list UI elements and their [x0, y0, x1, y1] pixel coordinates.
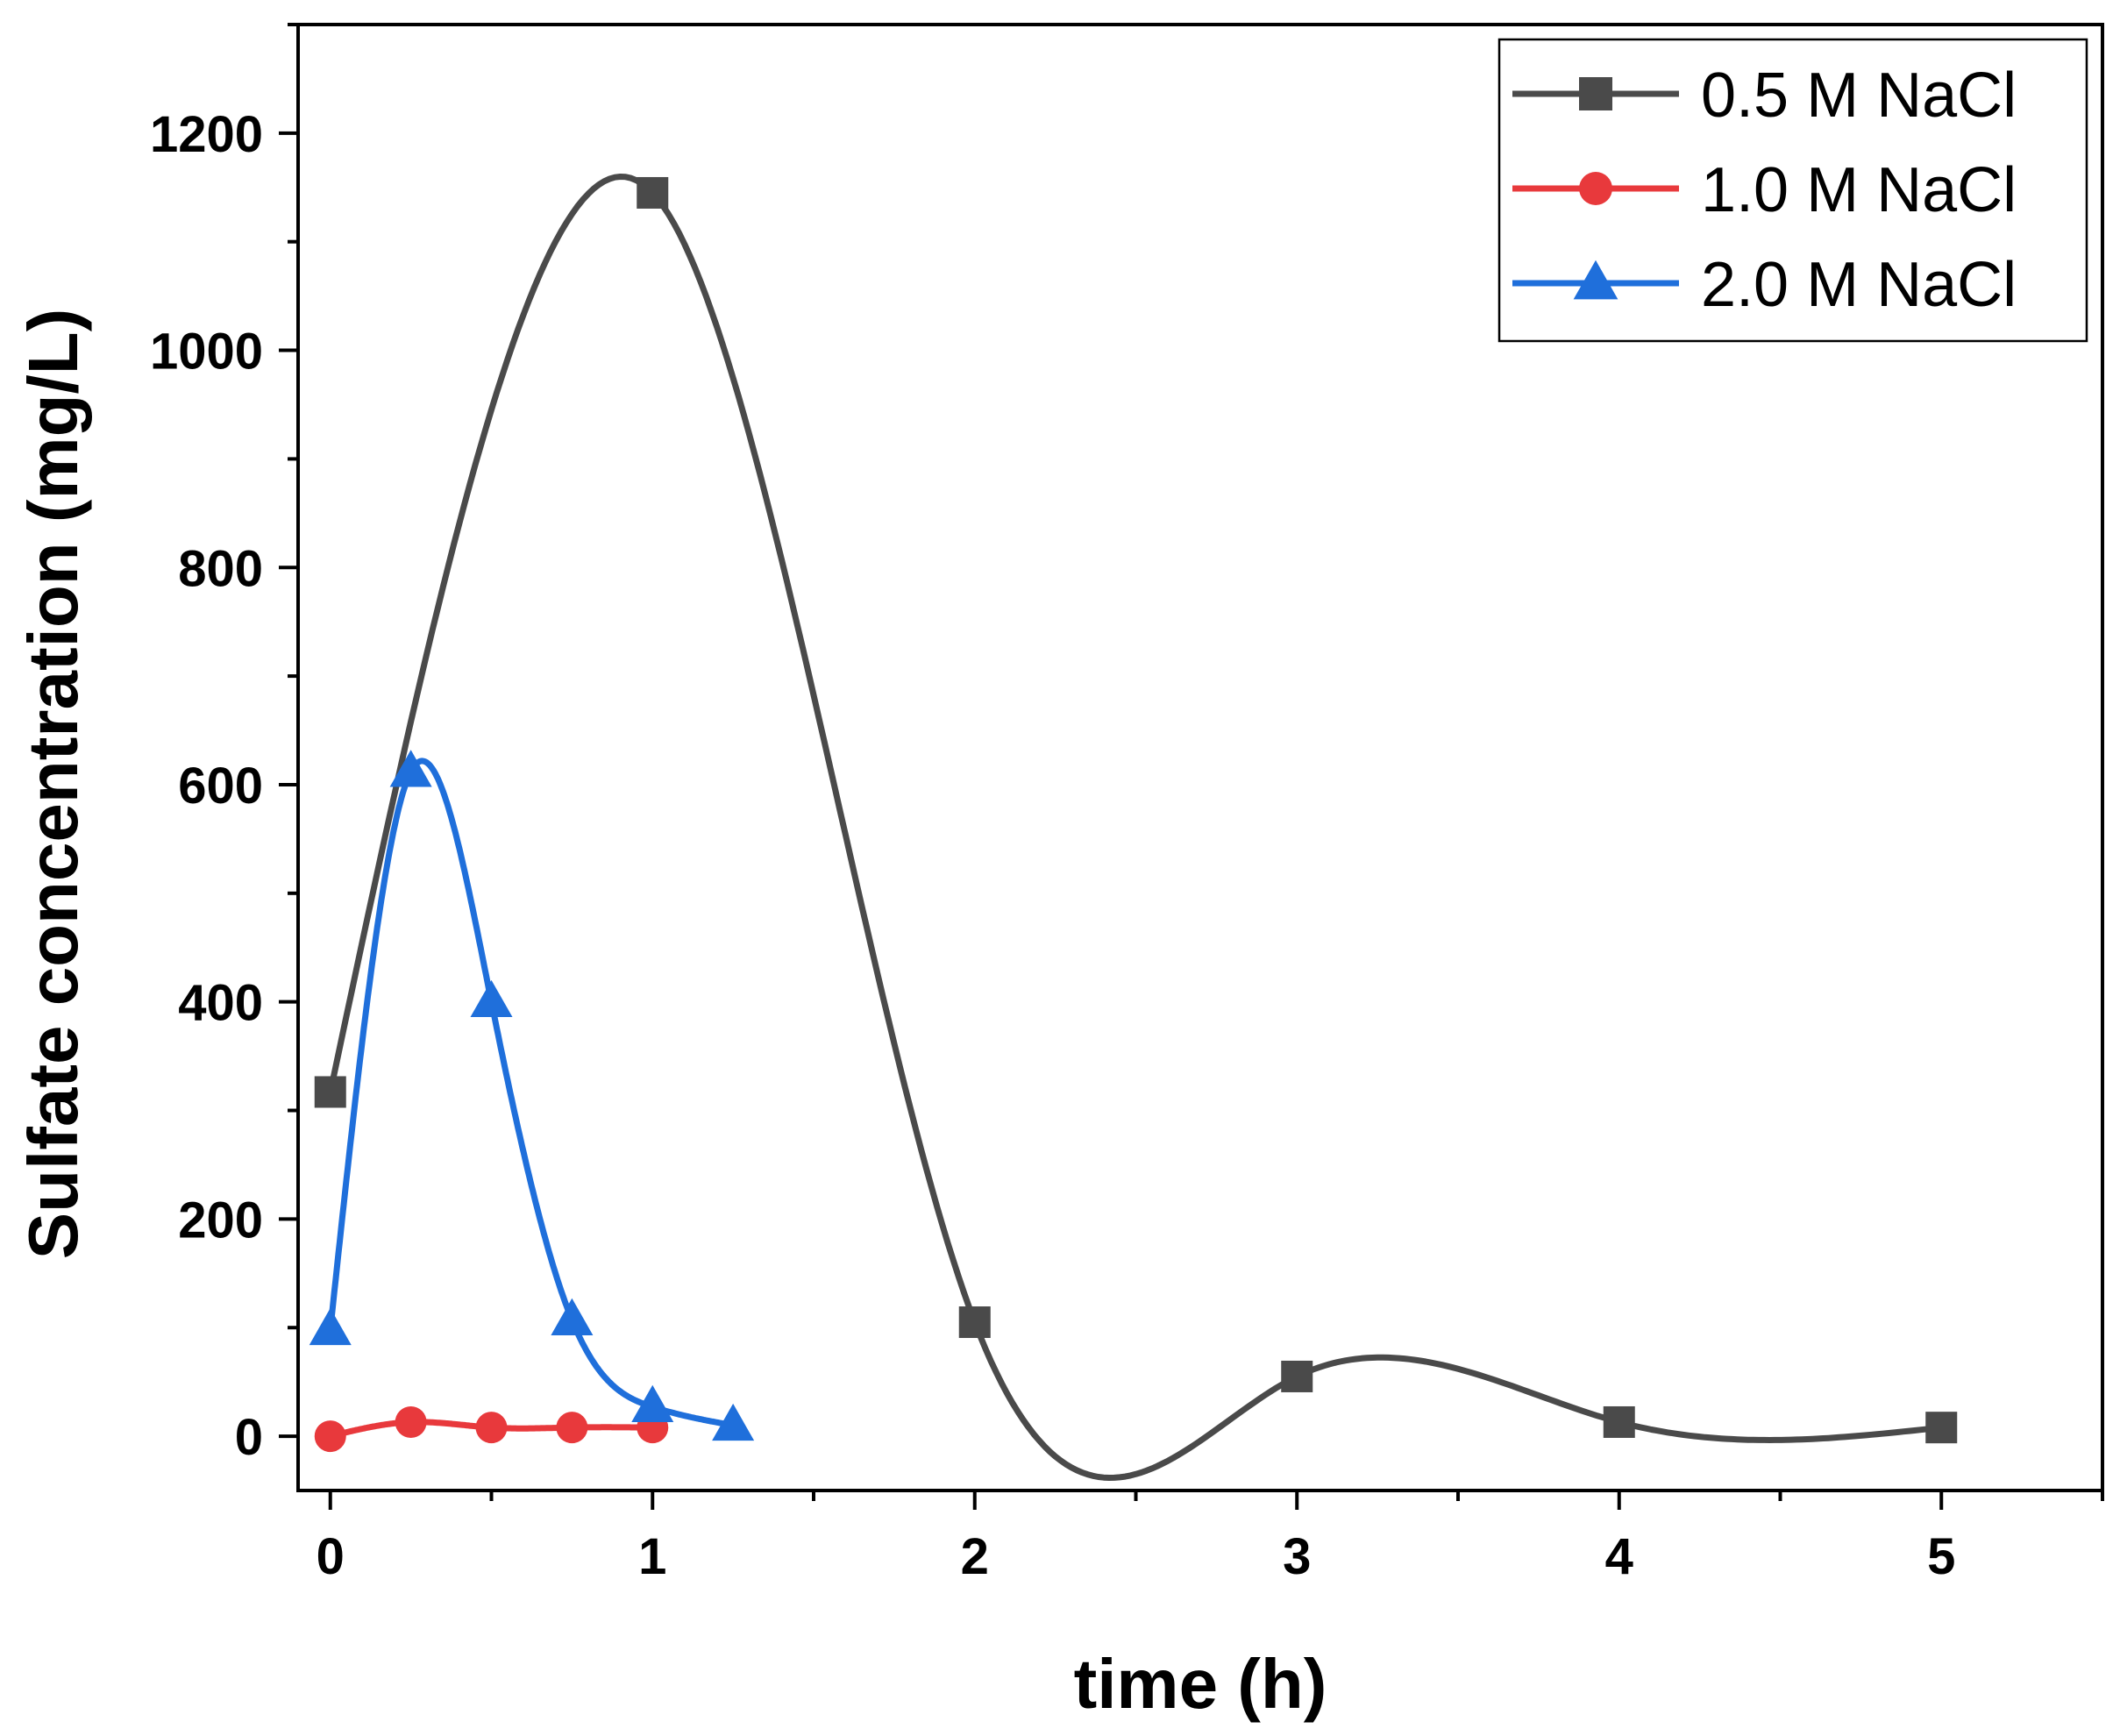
x-tick-label: 1: [638, 1528, 666, 1585]
data-point: [556, 1412, 588, 1444]
data-point: [314, 1420, 346, 1453]
legend-label: 0.5 M NaCl: [1701, 60, 2017, 131]
y-axis: 0 200 400 600 800 1000 1200: [150, 23, 298, 1466]
x-tick-label: 0: [317, 1528, 345, 1585]
data-point: [551, 1298, 594, 1335]
y-tick-label: 0: [235, 1409, 263, 1466]
data-point: [1925, 1412, 1958, 1444]
x-tick-label: 3: [1283, 1528, 1311, 1585]
legend-swatch-marker: [1579, 77, 1612, 110]
legend: 0.5 M NaCl 1.0 M NaCl 2.0 M NaCl: [1498, 38, 2088, 343]
data-point: [1603, 1405, 1635, 1438]
data-point: [314, 1076, 346, 1108]
data-point: [470, 979, 513, 1018]
y-tick-label: 1000: [150, 324, 263, 381]
x-tick-label: 2: [961, 1528, 989, 1585]
data-point: [712, 1403, 755, 1441]
legend-swatch-marker: [1579, 172, 1612, 205]
y-tick-label: 600: [178, 758, 263, 815]
legend-swatch-marker: [1573, 260, 1618, 300]
y-tick-label: 800: [178, 540, 263, 597]
y-axis-title: Sulfate concentration (mg/L): [14, 309, 92, 1260]
data-point: [958, 1306, 991, 1339]
series-markers: [309, 176, 1958, 1453]
data-point: [475, 1412, 508, 1444]
legend-label: 1.0 M NaCl: [1701, 155, 2017, 225]
series-line: [327, 174, 1942, 1481]
data-point: [637, 176, 669, 209]
data-point: [309, 1307, 352, 1346]
y-tick-label: 1200: [150, 106, 263, 163]
plot-frame: [296, 23, 2104, 1492]
data-point: [1281, 1360, 1313, 1392]
x-axis: 0 1 2 3 4 5: [317, 1491, 2104, 1585]
x-tick-label: 5: [1927, 1528, 1955, 1585]
y-tick-label: 200: [178, 1192, 263, 1249]
data-point: [395, 1405, 427, 1438]
data-point: [631, 1384, 674, 1423]
data-point: [389, 750, 432, 787]
legend-label: 2.0 M NaCl: [1701, 250, 2017, 320]
x-axis-title: time (h): [1074, 1645, 1327, 1723]
x-tick-label: 4: [1605, 1528, 1633, 1585]
y-tick-label: 400: [178, 975, 263, 1032]
